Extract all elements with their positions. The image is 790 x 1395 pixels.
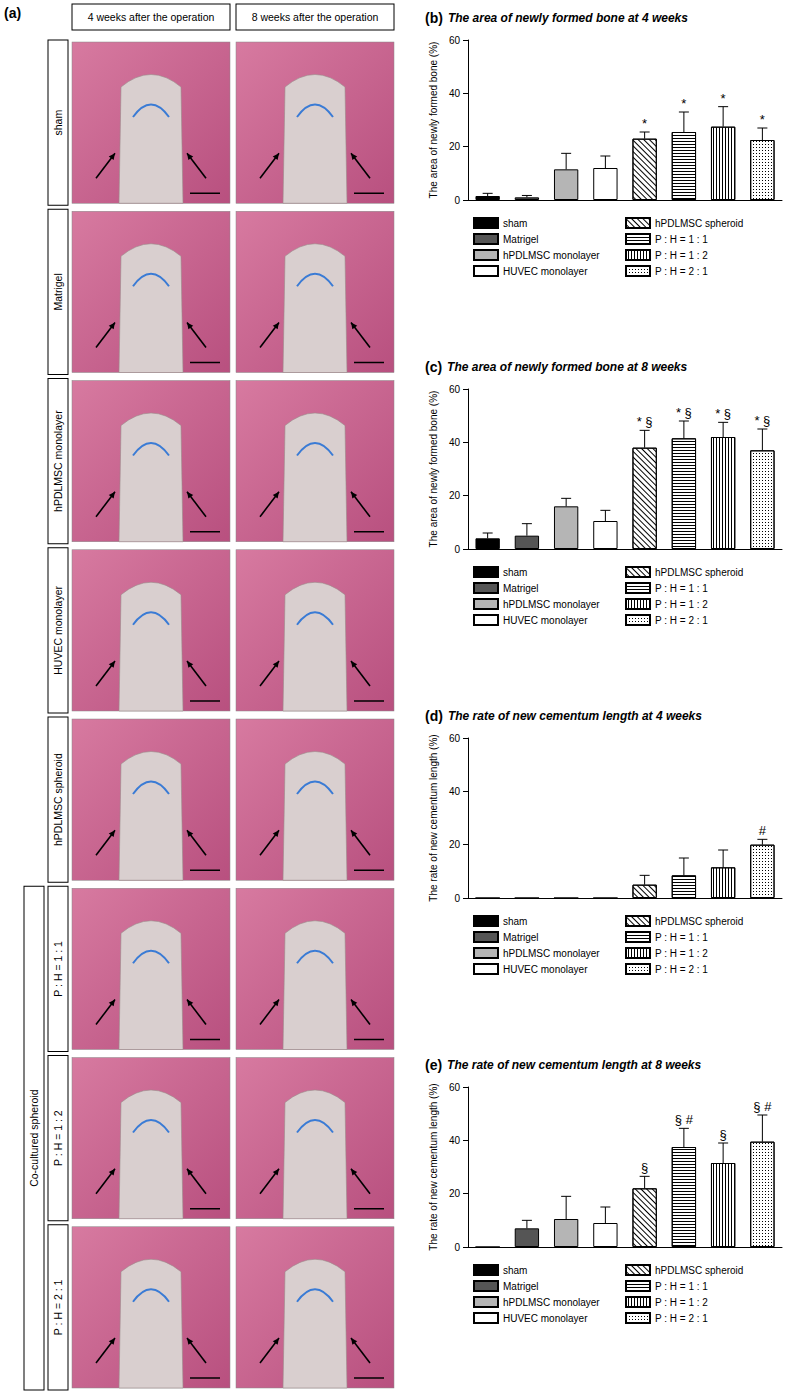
svg-text:hPDLMSC spheroid: hPDLMSC spheroid bbox=[655, 567, 743, 578]
svg-text:The rate of new cementum lengt: The rate of new cementum length at 8 wee… bbox=[447, 1058, 701, 1072]
svg-text:#: # bbox=[759, 823, 767, 838]
svg-text:P : H = 1 : 1: P : H = 1 : 1 bbox=[655, 234, 708, 245]
svg-text:60: 60 bbox=[449, 35, 461, 46]
svg-text:(b): (b) bbox=[425, 10, 443, 26]
svg-text:P : H = 1 : 1: P : H = 1 : 1 bbox=[655, 583, 708, 594]
svg-text:P : H = 1 : 2: P : H = 1 : 2 bbox=[655, 250, 708, 261]
svg-text:The rate of new cementum lengt: The rate of new cementum length (%) bbox=[428, 734, 439, 901]
svg-text:sham: sham bbox=[503, 1265, 527, 1276]
svg-text:Matrigel: Matrigel bbox=[503, 234, 539, 245]
svg-text:20: 20 bbox=[449, 1188, 461, 1199]
svg-text:P : H = 2 : 1: P : H = 2 : 1 bbox=[655, 964, 708, 975]
svg-text:*: * bbox=[642, 116, 647, 131]
svg-text:hPDLMSC monolayer: hPDLMSC monolayer bbox=[503, 1297, 600, 1308]
svg-text:Matrigel: Matrigel bbox=[503, 583, 539, 594]
svg-text:Matrigel: Matrigel bbox=[503, 1281, 539, 1292]
svg-text:hPDLMSC monolayer: hPDLMSC monolayer bbox=[52, 410, 64, 512]
svg-text:HUVEC monolayer: HUVEC monolayer bbox=[503, 615, 588, 626]
svg-text:0: 0 bbox=[454, 1242, 460, 1253]
svg-text:(d): (d) bbox=[425, 708, 443, 724]
svg-text:* §: * § bbox=[637, 414, 653, 429]
svg-text:(a): (a) bbox=[4, 5, 21, 21]
svg-text:60: 60 bbox=[449, 1082, 461, 1093]
svg-text:hPDLMSC spheroid: hPDLMSC spheroid bbox=[655, 916, 743, 927]
svg-text:Co-cultured spheroid: Co-cultured spheroid bbox=[28, 1089, 40, 1187]
svg-text:HUVEC monolayer: HUVEC monolayer bbox=[503, 964, 588, 975]
svg-text:The rate of new cementum lengt: The rate of new cementum length (%) bbox=[428, 1083, 439, 1250]
svg-text:P : H = 2 : 1: P : H = 2 : 1 bbox=[655, 615, 708, 626]
svg-text:0: 0 bbox=[454, 893, 460, 904]
svg-text:§: § bbox=[720, 1127, 727, 1142]
svg-text:The area of newly formed bone: The area of newly formed bone at 8 weeks bbox=[447, 360, 687, 374]
svg-text:HUVEC monolayer: HUVEC monolayer bbox=[52, 586, 64, 675]
svg-text:§: § bbox=[641, 1160, 648, 1175]
svg-text:60: 60 bbox=[449, 384, 461, 395]
svg-text:P : H = 2 : 1: P : H = 2 : 1 bbox=[655, 1313, 708, 1324]
svg-text:sham: sham bbox=[503, 567, 527, 578]
svg-text:P : H = 1 : 1: P : H = 1 : 1 bbox=[655, 1281, 708, 1292]
svg-text:40: 40 bbox=[449, 1135, 461, 1146]
svg-text:0: 0 bbox=[454, 195, 460, 206]
svg-text:§ #: § # bbox=[753, 1099, 772, 1114]
svg-text:The area of newly formed bone: The area of newly formed bone at 4 weeks bbox=[448, 11, 688, 25]
svg-text:hPDLMSC monolayer: hPDLMSC monolayer bbox=[503, 948, 600, 959]
svg-text:sham: sham bbox=[503, 916, 527, 927]
svg-text:Matrigel: Matrigel bbox=[503, 932, 539, 943]
svg-text:40: 40 bbox=[449, 88, 461, 99]
svg-text:P : H = 1 : 2: P : H = 1 : 2 bbox=[52, 1110, 64, 1166]
svg-text:hPDLMSC spheroid: hPDLMSC spheroid bbox=[52, 753, 64, 846]
svg-text:hPDLMSC monolayer: hPDLMSC monolayer bbox=[503, 250, 600, 261]
svg-text:hPDLMSC monolayer: hPDLMSC monolayer bbox=[503, 599, 600, 610]
svg-text:sham: sham bbox=[503, 218, 527, 229]
svg-text:(e): (e) bbox=[425, 1057, 442, 1073]
svg-text:*: * bbox=[681, 96, 686, 111]
svg-text:P : H = 1 : 2: P : H = 1 : 2 bbox=[655, 1297, 708, 1308]
svg-text:*: * bbox=[760, 112, 765, 127]
svg-text:0: 0 bbox=[454, 544, 460, 555]
svg-text:hPDLMSC spheroid: hPDLMSC spheroid bbox=[655, 218, 743, 229]
svg-text:HUVEC monolayer: HUVEC monolayer bbox=[503, 266, 588, 277]
svg-text:hPDLMSC spheroid: hPDLMSC spheroid bbox=[655, 1265, 743, 1276]
svg-text:20: 20 bbox=[449, 141, 461, 152]
svg-text:P : H = 2 : 1: P : H = 2 : 1 bbox=[52, 1279, 64, 1335]
svg-text:60: 60 bbox=[449, 733, 461, 744]
svg-text:20: 20 bbox=[449, 490, 461, 501]
svg-text:P : H = 2 : 1: P : H = 2 : 1 bbox=[655, 266, 708, 277]
svg-text:sham: sham bbox=[52, 110, 64, 136]
svg-text:* §: * § bbox=[754, 413, 770, 428]
svg-text:The area of newly formed bone: The area of newly formed bone (%) bbox=[428, 42, 439, 199]
svg-text:P : H = 1 : 2: P : H = 1 : 2 bbox=[655, 948, 708, 959]
svg-text:*: * bbox=[721, 91, 726, 106]
svg-text:§ #: § # bbox=[675, 1112, 694, 1127]
svg-text:(c): (c) bbox=[425, 359, 442, 375]
svg-text:The rate of new cementum lengt: The rate of new cementum length at 4 wee… bbox=[448, 709, 702, 723]
svg-text:P : H = 1 : 1: P : H = 1 : 1 bbox=[52, 941, 64, 997]
svg-text:40: 40 bbox=[449, 437, 461, 448]
svg-text:The area of newly formed bone: The area of newly formed bone (%) bbox=[428, 391, 439, 548]
svg-text:HUVEC monolayer: HUVEC monolayer bbox=[503, 1313, 588, 1324]
svg-text:Matrigel: Matrigel bbox=[52, 273, 64, 310]
svg-text:4 weeks after the operation: 4 weeks after the operation bbox=[88, 11, 215, 23]
svg-text:20: 20 bbox=[449, 839, 461, 850]
svg-text:40: 40 bbox=[449, 786, 461, 797]
svg-text:* §: * § bbox=[715, 406, 731, 421]
svg-text:P : H = 1 : 2: P : H = 1 : 2 bbox=[655, 599, 708, 610]
svg-text:8 weeks after the operation: 8 weeks after the operation bbox=[252, 11, 379, 23]
svg-text:* §: * § bbox=[676, 405, 692, 420]
svg-text:P : H = 1 : 1: P : H = 1 : 1 bbox=[655, 932, 708, 943]
